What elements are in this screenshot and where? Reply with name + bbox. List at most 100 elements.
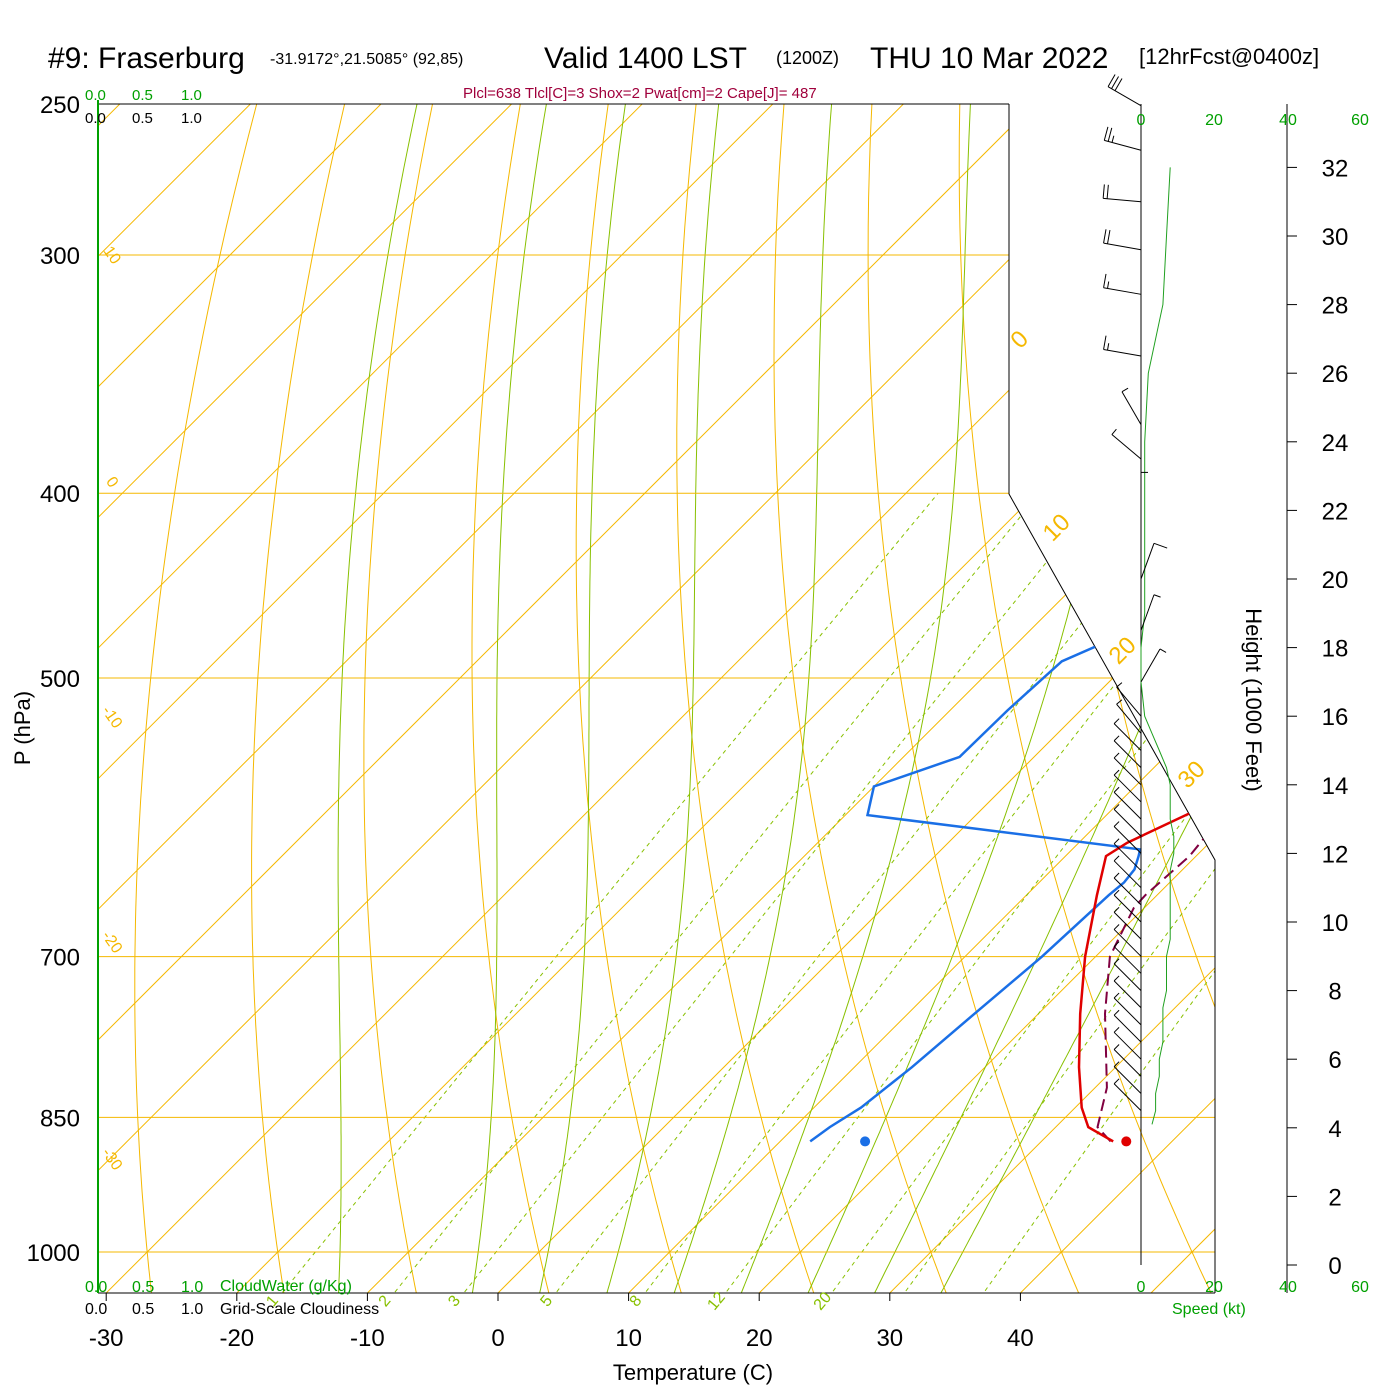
mixing-ratio-line	[881, 492, 1215, 1293]
speed-axis-label: Speed (kt)	[1172, 1301, 1246, 1318]
height-tick-label: 0	[1328, 1253, 1341, 1280]
wind-barb-staff	[1113, 1066, 1142, 1094]
isotherm-line	[98, 104, 807, 1293]
wind-barb-half-feather	[1113, 769, 1120, 776]
dry-adiabat-line	[1133, 104, 1215, 1293]
mixing-ratio-line	[257, 492, 939, 1293]
isotherm-line	[98, 104, 1069, 1293]
dry-adiabat-line	[1395, 70, 1400, 1323]
speed-top-20: 20	[1205, 112, 1223, 129]
mixing-ratio-label: 3	[445, 1292, 464, 1310]
moist-adiabat-line	[663, 104, 835, 1293]
wind-barb	[1140, 648, 1167, 683]
mixing-ratio-label: 8	[627, 1292, 646, 1310]
wind-barb-feather	[1107, 74, 1116, 87]
wind-barb	[1113, 735, 1142, 769]
wind-barb-staff	[1113, 1014, 1142, 1043]
wind-barb	[1113, 718, 1142, 751]
wind-barb-feather	[1103, 126, 1109, 141]
dry-adiabat-line	[958, 104, 1215, 1293]
wind-barb-half-feather	[1113, 958, 1120, 965]
wind-barb-half-feather	[1113, 975, 1120, 982]
cloud-scale-bottom-2: 1.0	[181, 1279, 203, 1296]
wind-barb-staff	[1121, 391, 1142, 425]
wind-barb	[1140, 594, 1161, 631]
wind-barb-staff	[1113, 911, 1142, 940]
wind-barb	[1113, 975, 1142, 1009]
wind-barb-staff	[1113, 1083, 1142, 1112]
wind-barb-half-feather	[1113, 1009, 1120, 1016]
speed-bottom-60: 60	[1351, 1279, 1369, 1296]
wind-barb-half-feather	[1111, 428, 1117, 435]
wind-barb	[1113, 1078, 1142, 1112]
wind-barb-half-feather	[1113, 718, 1120, 724]
wind-barb-half-feather	[1121, 387, 1129, 393]
isotherm-label: 0	[102, 474, 121, 491]
wind-barb-staff	[1113, 963, 1142, 991]
temperature-tick-label: 20	[746, 1325, 773, 1352]
speed-bottom-20: 20	[1205, 1279, 1223, 1296]
wind-barb-half-feather	[1113, 838, 1120, 845]
moist-adiabat-line	[336, 104, 425, 1293]
wind-barb-staff	[1113, 980, 1142, 1009]
mixing-ratio-line	[531, 492, 1186, 1293]
wind-barb-staff	[1111, 434, 1142, 460]
cloudiness-bottom-2: 1.0	[181, 1301, 203, 1318]
wind-barb-staff	[1140, 594, 1155, 631]
valid-date: THU 10 Mar 2022	[870, 42, 1108, 75]
cloud-scale-top-2: 1.0	[181, 87, 202, 104]
wind-barb-half-feather	[1113, 752, 1120, 759]
cloudiness-label: Grid-Scale Cloudiness	[220, 1301, 379, 1318]
wind-barb-staff	[1113, 740, 1142, 769]
height-tick-label: 6	[1328, 1047, 1341, 1074]
isotherm-line	[98, 104, 938, 1293]
wind-barb-half-feather	[1107, 281, 1110, 289]
isotherm-line	[989, 104, 1215, 1293]
wind-barb-half-feather	[1113, 889, 1120, 896]
temperature-tick-label: 30	[876, 1325, 903, 1352]
wind-barb-staff	[1113, 723, 1142, 751]
wind-barb-feather	[1103, 229, 1107, 244]
wind-barb-feather	[1111, 76, 1119, 89]
wind-barb-half-feather	[1113, 735, 1120, 742]
wind-barb-feather	[1153, 542, 1168, 549]
isotherm-label-right: 30	[1173, 756, 1211, 794]
height-axis-label: Height (1000 Feet)	[1241, 608, 1266, 791]
wind-barb-half-feather	[1113, 1027, 1120, 1033]
isotherm-line	[98, 104, 677, 1293]
wind-barb-feather	[1103, 335, 1107, 350]
wind-barb	[1116, 682, 1142, 717]
wind-barb-staff	[1113, 826, 1142, 854]
wind-barb-half-feather	[1113, 804, 1120, 810]
wind-barb	[1140, 471, 1148, 511]
height-tick-label: 2	[1328, 1184, 1341, 1211]
wind-barb	[1111, 428, 1142, 460]
dry-adiabat-line	[1308, 70, 1400, 1323]
cloudiness-scale-top-2: 1.0	[181, 110, 202, 127]
height-tick-label: 30	[1322, 224, 1349, 251]
temperature-tick-label: -30	[89, 1325, 124, 1352]
wind-barb-half-feather	[1113, 992, 1120, 999]
isotherm-label: 10	[100, 243, 124, 267]
mixing-ratio-line	[369, 492, 1040, 1293]
wind-barb-half-feather	[1113, 941, 1120, 947]
height-tick-label: 22	[1322, 498, 1349, 525]
wind-barb	[1140, 542, 1168, 580]
isotherm-line	[98, 104, 416, 1293]
wind-barb	[1113, 1061, 1142, 1094]
wind-barb-staff	[1113, 946, 1142, 974]
wind-barb-staff	[1113, 860, 1142, 889]
isotherm-line	[336, 104, 1215, 1293]
cloudiness-bottom-0: 0.0	[85, 1301, 107, 1318]
cloud-scale-bottom-0: 0.0	[85, 1279, 107, 1296]
wind-barb-half-feather	[1116, 699, 1123, 705]
pressure-tick-label: 250	[40, 92, 80, 119]
wind-barb	[1113, 906, 1142, 940]
height-tick-label: 18	[1322, 636, 1349, 663]
y-axis-label: P (hPa)	[10, 691, 35, 765]
dry-adiabat-line	[363, 104, 440, 1293]
pressure-tick-label: 1000	[27, 1240, 80, 1267]
surface-temperature-marker	[1121, 1136, 1132, 1147]
wind-barb-half-feather	[1159, 648, 1167, 653]
temperature-tick-label: 0	[491, 1325, 504, 1352]
